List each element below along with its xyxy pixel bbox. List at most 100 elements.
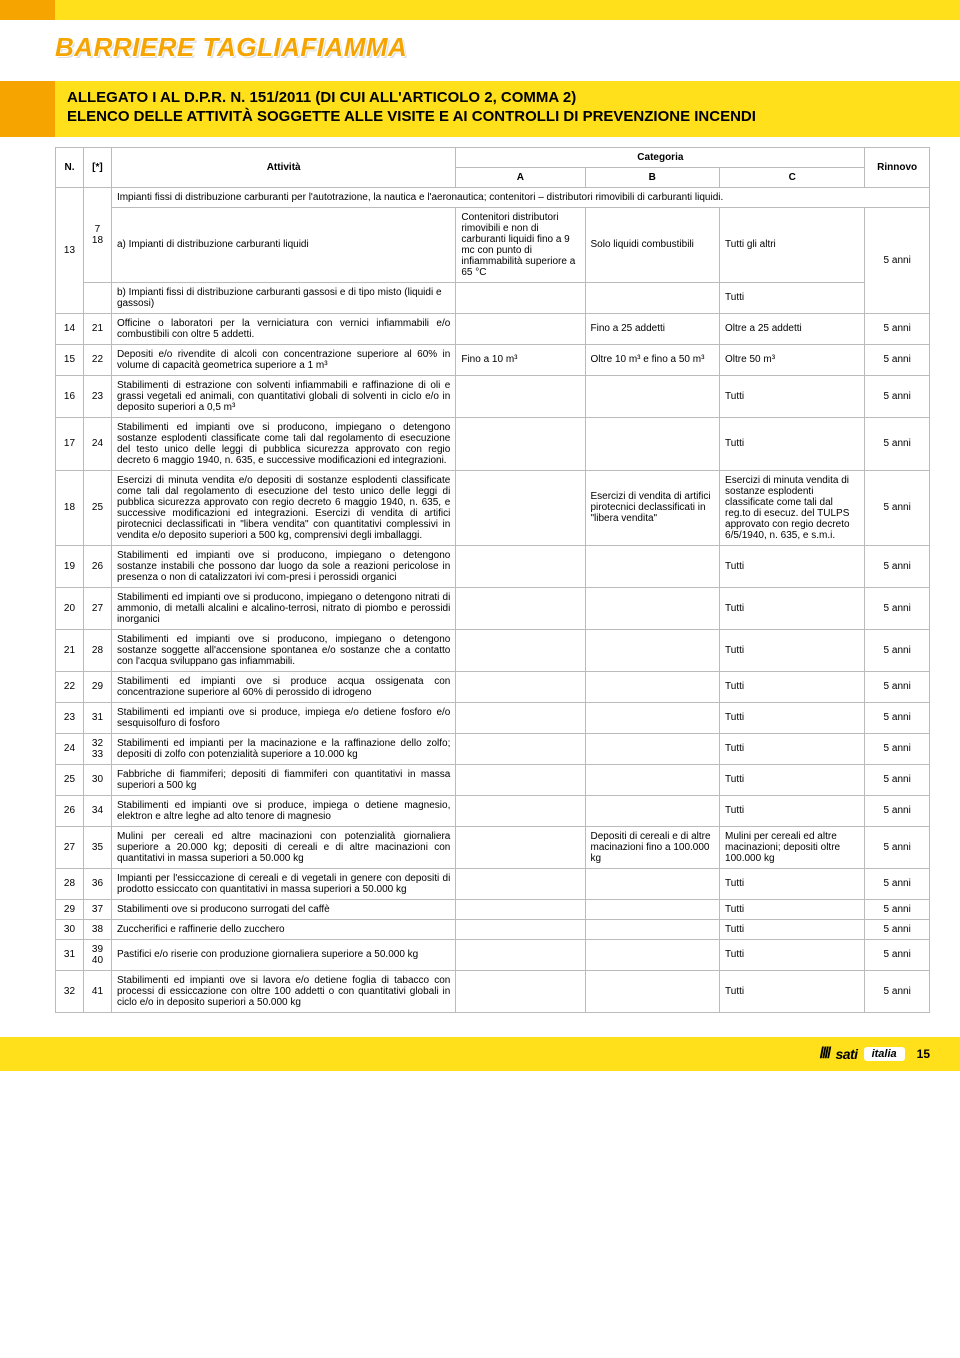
- cell-star: [83, 282, 111, 313]
- cell-n: 18: [56, 470, 84, 545]
- brand-name: sati: [835, 1046, 857, 1062]
- cell-c: Tutti: [720, 919, 865, 939]
- cell-a: [456, 868, 585, 899]
- cell-n: 29: [56, 899, 84, 919]
- cell-r: 5 anni: [865, 970, 930, 1012]
- brand-logo: //// sati italia: [820, 1045, 905, 1063]
- cell-desc: Stabilimenti ed impianti ove si produce,…: [111, 702, 455, 733]
- activities-table: N. [*] Attività Categoria Rinnovo A B C …: [55, 147, 930, 1013]
- cell-r: 5 anni: [865, 919, 930, 939]
- cell-c: Tutti: [720, 545, 865, 587]
- cell-c: Oltre 50 m³: [720, 344, 865, 375]
- cell-b: [585, 733, 720, 764]
- cell-desc: Stabilimenti ed impianti per la macinazi…: [111, 733, 455, 764]
- cell-r: 5 anni: [865, 470, 930, 545]
- cell-n: 26: [56, 795, 84, 826]
- subtitle-bar: ALLEGATO I AL D.P.R. N. 151/2011 (DI CUI…: [0, 81, 960, 137]
- cell-star: 39 40: [83, 939, 111, 970]
- cell-c: Tutti: [720, 417, 865, 470]
- cell-a: [456, 795, 585, 826]
- cell-n: 27: [56, 826, 84, 868]
- cell-c: Tutti: [720, 764, 865, 795]
- cell-b: Oltre 10 m³ e fino a 50 m³: [585, 344, 720, 375]
- cell-star: 29: [83, 671, 111, 702]
- cell-star: 38: [83, 919, 111, 939]
- cell-star: 36: [83, 868, 111, 899]
- table-row: 1825Esercizi di minuta vendita e/o depos…: [56, 470, 930, 545]
- cell-b: [585, 795, 720, 826]
- cell-a: [456, 826, 585, 868]
- cell-a: [456, 375, 585, 417]
- cell-desc: Stabilimenti ed impianti ove si lavora e…: [111, 970, 455, 1012]
- cell-a: [456, 282, 585, 313]
- footer: //// sati italia 15: [0, 1037, 960, 1071]
- cell-r: 5 anni: [865, 629, 930, 671]
- cell-a: [456, 970, 585, 1012]
- cell-c: Tutti: [720, 899, 865, 919]
- th-categoria: Categoria: [456, 147, 865, 167]
- cell-r: 5 anni: [865, 939, 930, 970]
- th-rinnovo: Rinnovo: [865, 147, 930, 187]
- cell-c: Tutti: [720, 671, 865, 702]
- cell-a: [456, 545, 585, 587]
- cell-r: 5 anni: [865, 826, 930, 868]
- cell-star: 24: [83, 417, 111, 470]
- cell-r: 5 anni: [865, 545, 930, 587]
- cell-r: 5 anni: [865, 795, 930, 826]
- table-row: 2128Stabilimenti ed impianti ove si prod…: [56, 629, 930, 671]
- cell-c: Tutti gli altri: [720, 207, 865, 282]
- hatch-icon: ////: [820, 1045, 830, 1063]
- cell-desc: Zuccherifici e raffinerie dello zucchero: [111, 919, 455, 939]
- cell-b: [585, 587, 720, 629]
- cell-desc: Stabilimenti ed impianti ove si produce …: [111, 671, 455, 702]
- table-row: 1421Officine o laboratori per la vernici…: [56, 313, 930, 344]
- cell-r: 5 anni: [865, 207, 930, 313]
- cell-n: 31: [56, 939, 84, 970]
- cell-c: Tutti: [720, 282, 865, 313]
- cell-desc: b) Impianti fissi di distribuzione carbu…: [111, 282, 455, 313]
- cell-b: Solo liquidi combustibili: [585, 207, 720, 282]
- cell-b: [585, 282, 720, 313]
- table-row: 2331Stabilimenti ed impianti ove si prod…: [56, 702, 930, 733]
- cell-r: 5 anni: [865, 764, 930, 795]
- table-row: 1522Depositi e/o rivendite di alcoli con…: [56, 344, 930, 375]
- table-row: 1623Stabilimenti di estrazione con solve…: [56, 375, 930, 417]
- cell-r: 5 anni: [865, 313, 930, 344]
- cell-a: [456, 587, 585, 629]
- cell-n: 14: [56, 313, 84, 344]
- cell-r: 5 anni: [865, 671, 930, 702]
- cell-n: 23: [56, 702, 84, 733]
- section-header: Impianti fissi di distribuzione carburan…: [111, 187, 929, 207]
- table-row: 3139 40Pastifici e/o riserie con produzi…: [56, 939, 930, 970]
- cell-n: 28: [56, 868, 84, 899]
- accent-block: [0, 81, 55, 137]
- page-number: 15: [917, 1047, 930, 1061]
- cell-n: 13: [56, 187, 84, 313]
- th-n: N.: [56, 147, 84, 187]
- cell-a: Contenitori distributori rimovibili e no…: [456, 207, 585, 282]
- cell-star: 28: [83, 629, 111, 671]
- th-star: [*]: [83, 147, 111, 187]
- cell-n: 25: [56, 764, 84, 795]
- cell-b: [585, 417, 720, 470]
- table-row: 3038Zuccherifici e raffinerie dello zucc…: [56, 919, 930, 939]
- cell-n: 21: [56, 629, 84, 671]
- cell-c: Tutti: [720, 733, 865, 764]
- cell-b: [585, 939, 720, 970]
- cell-star: 23: [83, 375, 111, 417]
- cell-desc: Esercizi di minuta vendita e/o depositi …: [111, 470, 455, 545]
- top-band: [0, 0, 960, 20]
- cell-b: Esercizi di vendita di artifici pirotecn…: [585, 470, 720, 545]
- cell-desc: Stabilimenti ove si producono surrogati …: [111, 899, 455, 919]
- cell-star: 21: [83, 313, 111, 344]
- cell-desc: Stabilimenti ed impianti ove si produce,…: [111, 795, 455, 826]
- cell-c: Tutti: [720, 970, 865, 1012]
- cell-r: 5 anni: [865, 417, 930, 470]
- cell-n: 24: [56, 733, 84, 764]
- table-row: 2937Stabilimenti ove si producono surrog…: [56, 899, 930, 919]
- cell-a: [456, 313, 585, 344]
- table-row: 2735Mulini per cereali ed altre macinazi…: [56, 826, 930, 868]
- table-row: 2229Stabilimenti ed impianti ove si prod…: [56, 671, 930, 702]
- table-row: 2432 33Stabilimenti ed impianti per la m…: [56, 733, 930, 764]
- cell-star: 27: [83, 587, 111, 629]
